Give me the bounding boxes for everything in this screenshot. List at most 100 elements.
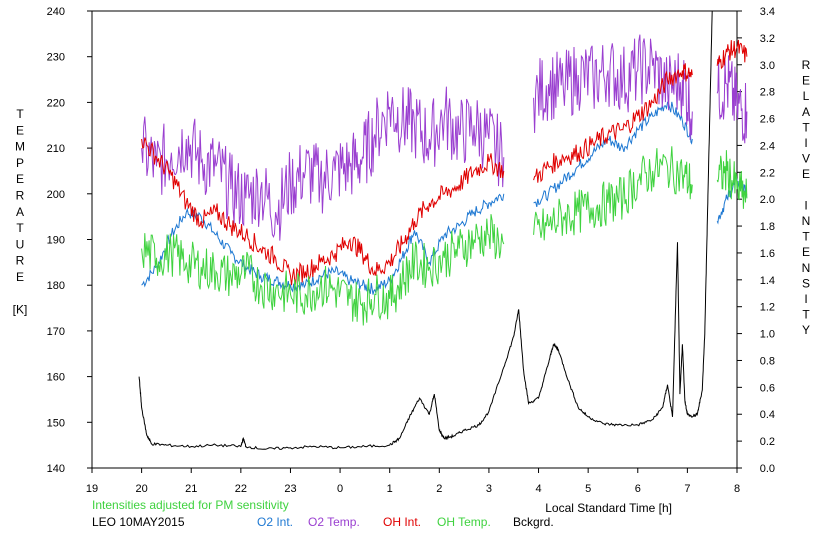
right-label-char: E: [802, 167, 810, 181]
series-line-o2-temp: [533, 34, 693, 140]
left-label-char: E: [16, 270, 24, 284]
right-label-char: T: [802, 230, 810, 244]
y-right-tick-label: 1.2: [760, 302, 775, 314]
y-right-tick-label: 2.2: [760, 167, 775, 179]
y-right-tick-label: 1.6: [760, 248, 775, 260]
y-left-tick-label: 210: [47, 143, 65, 155]
x-tick-label: 8: [734, 483, 740, 495]
x-axis: 19 20 21 22 23 0 1 2 3 4 5 6 7 8: [86, 468, 740, 495]
y-right-tick-label: 3.2: [760, 33, 775, 45]
series-line-oh-temp: [141, 214, 505, 326]
y-left-tick-label: 200: [47, 189, 65, 201]
x-tick-label: 4: [535, 483, 541, 495]
right-label-char: L: [803, 89, 810, 103]
left-y-axis: 140 150 160 170 180 190 200 210 220 230 240: [47, 6, 92, 475]
plot-area: [91, 10, 738, 469]
left-label-char: M: [15, 140, 25, 154]
x-tick-label: 20: [135, 483, 147, 495]
right-label-char: I: [804, 198, 807, 212]
x-tick-label: 2: [436, 483, 442, 495]
y-right-tick-label: 1.8: [760, 221, 775, 233]
x-tick-label: 0: [337, 483, 343, 495]
right-label-char: E: [802, 74, 810, 88]
y-right-tick-label: 2.0: [760, 194, 775, 206]
legend-entry: OH Int.: [383, 515, 421, 529]
series-line-oh-int: [533, 63, 693, 183]
right-label-char: Y: [802, 323, 810, 337]
right-label-char: S: [802, 276, 810, 290]
right-label-char: I: [804, 136, 807, 150]
y-left-tick-label: 140: [47, 463, 65, 475]
series-line-oh-int: [141, 137, 505, 286]
left-label-char: E: [16, 123, 24, 137]
y-right-tick-label: 3.0: [760, 60, 775, 72]
station-date: LEO 10MAY2015: [92, 515, 185, 529]
series-group: [138, 10, 748, 450]
x-tick-label: 6: [635, 483, 641, 495]
x-tick-label: 22: [235, 483, 247, 495]
x-tick-label: 7: [684, 483, 690, 495]
left-label-char: R: [16, 189, 25, 203]
pm-note: Intensities adjusted for PM sensitivity: [92, 498, 289, 512]
legend: O2 Int. O2 Temp. OH Int. OH Temp. Bckgrd.: [257, 515, 554, 529]
right-label-char: T: [802, 308, 810, 322]
right-label-char: T: [802, 120, 810, 134]
y-left-tick-label: 160: [47, 372, 65, 384]
x-tick-label: 19: [86, 483, 98, 495]
y-right-tick-label: 2.4: [760, 140, 775, 152]
y-left-tick-label: 190: [47, 235, 65, 247]
y-right-tick-label: 3.4: [760, 6, 775, 18]
series-line-oh-int: [716, 39, 748, 70]
left-label-char: E: [16, 172, 24, 186]
legend-entry: Bckgrd.: [513, 515, 554, 529]
y-left-tick-label: 170: [47, 326, 65, 338]
y-left-tick-label: 240: [47, 6, 65, 18]
y-right-tick-label: 0.8: [760, 355, 775, 367]
right-label-char: V: [802, 152, 810, 166]
x-tick-label: 1: [387, 483, 393, 495]
right-label-char: N: [802, 214, 811, 228]
x-tick-label: 21: [185, 483, 197, 495]
legend-entry: OH Temp.: [437, 515, 491, 529]
left-label-char: [K]: [13, 303, 28, 317]
y-right-tick-label: 2.8: [760, 87, 775, 99]
left-label-char: U: [16, 237, 25, 251]
y-left-tick-label: 230: [47, 52, 65, 64]
series-line-oh-temp: [716, 150, 748, 209]
y-left-tick-label: 150: [47, 417, 65, 429]
right-label-char: A: [802, 105, 810, 119]
x-tick-label: 23: [284, 483, 296, 495]
series-line-bckgrd: [138, 10, 713, 450]
y-right-tick-label: 1.0: [760, 329, 775, 341]
y-right-tick-label: 0.4: [760, 409, 775, 421]
right-label-char: R: [802, 58, 811, 72]
y-right-tick-label: 1.4: [760, 275, 775, 287]
series-line-o2-int: [533, 101, 693, 208]
y-right-tick-label: 0.0: [760, 463, 775, 475]
y-left-tick-label: 220: [47, 97, 65, 109]
series-line-o2-temp: [716, 55, 748, 144]
left-label-char: T: [16, 107, 24, 121]
series-line-o2-temp: [141, 86, 505, 241]
y-right-tick-label: 0.2: [760, 436, 775, 448]
x-axis-label: Local Standard Time [h]: [545, 501, 672, 515]
right-label-char: E: [802, 245, 810, 259]
series-line-oh-temp: [533, 146, 693, 241]
right-label-char: I: [804, 292, 807, 306]
left-label-char: R: [16, 254, 25, 268]
y-right-tick-label: 0.6: [760, 382, 775, 394]
legend-entry: O2 Int.: [257, 515, 293, 529]
y-right-tick-label: 2.6: [760, 114, 775, 126]
left-label-char: P: [16, 156, 24, 170]
y-left-tick-label: 180: [47, 280, 65, 292]
right-label-char: N: [802, 261, 811, 275]
left-label-char: A: [16, 205, 24, 219]
x-tick-label: 5: [585, 483, 591, 495]
legend-entry: O2 Temp.: [308, 515, 360, 529]
left-label-char: T: [16, 221, 24, 235]
x-tick-label: 3: [486, 483, 492, 495]
right-y-axis: 0.0 0.2 0.4 0.6 0.8 1.0 1.2 1.4 1.6 1.8 2.0 2.2 2.4 2…: [737, 6, 775, 475]
